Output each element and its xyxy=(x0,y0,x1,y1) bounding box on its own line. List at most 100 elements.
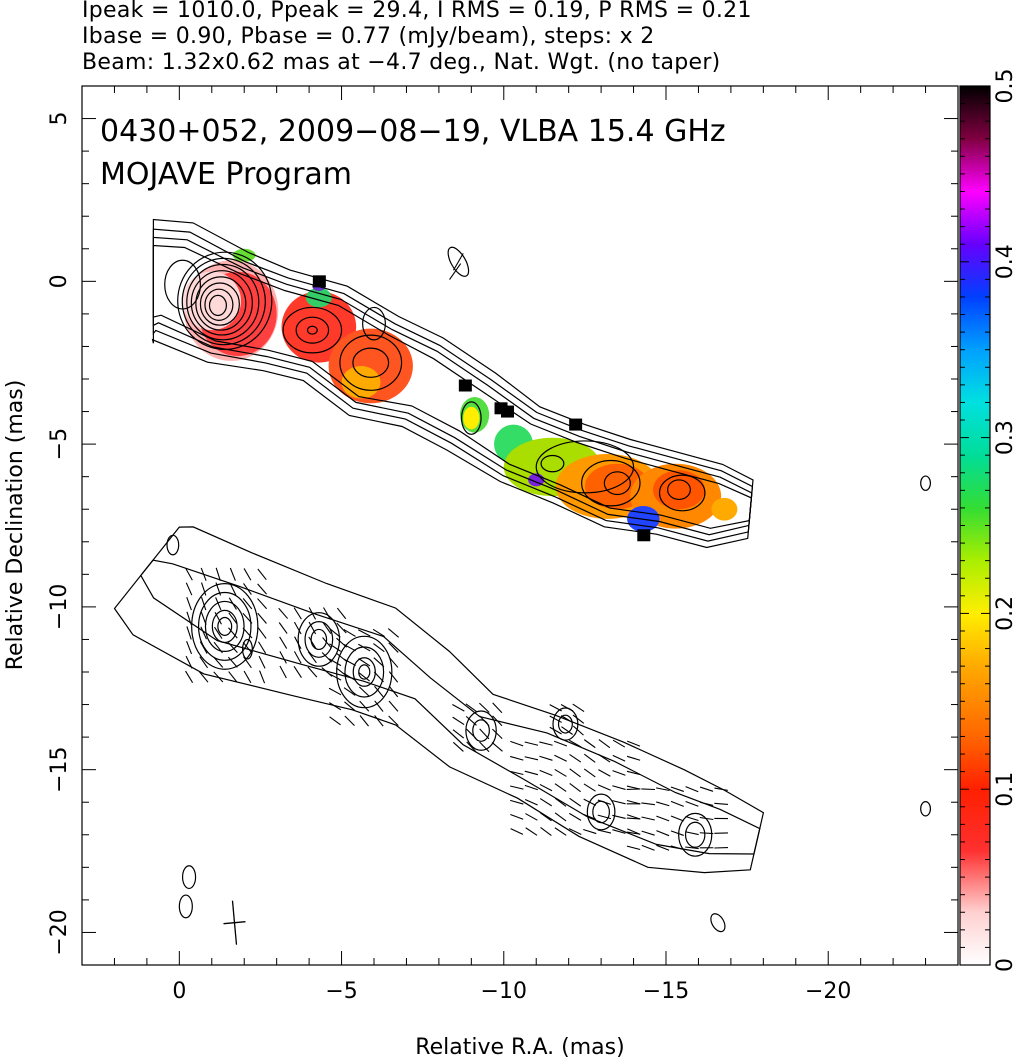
evpa-stick xyxy=(336,607,347,620)
knot-contour xyxy=(339,334,403,391)
evpa-stick xyxy=(213,641,223,654)
evpa-stick xyxy=(229,582,237,596)
evpa-stick xyxy=(597,814,612,820)
evpa-stick xyxy=(685,786,699,793)
evpa-stick xyxy=(572,714,585,724)
evpa-stick xyxy=(321,652,333,663)
evpa-stick xyxy=(540,812,552,822)
evpa-stick xyxy=(328,687,342,696)
evpa-stick xyxy=(278,607,289,619)
polarized-contour xyxy=(113,526,765,874)
evpa-stick xyxy=(388,685,399,698)
evpa-stick xyxy=(699,816,714,821)
evpa-stick xyxy=(549,704,562,712)
header-line-2: Ibase = 0.90, Pbase = 0.77 (mJy/beam), s… xyxy=(82,24,655,49)
knot-contour xyxy=(535,440,635,494)
evpa-stick xyxy=(242,627,253,639)
evpa-stick xyxy=(343,658,356,666)
evpa-stick xyxy=(612,770,626,776)
evpa-stick xyxy=(656,801,670,807)
evpa-stick xyxy=(200,626,207,640)
evpa-stick xyxy=(449,263,462,280)
evpa-stick xyxy=(597,829,612,834)
evpa-stick xyxy=(492,715,503,727)
knot-contour xyxy=(306,325,318,335)
evpa-stick xyxy=(656,815,670,822)
evpa-stick xyxy=(358,686,370,697)
y-tick-label: −5 xyxy=(47,428,72,460)
evpa-stick xyxy=(510,755,524,761)
core-contour xyxy=(190,270,253,336)
x-tick-label: 0 xyxy=(172,979,186,1004)
knot-contour xyxy=(461,401,482,435)
evpa-stick xyxy=(293,621,302,635)
evpa-stick xyxy=(569,797,582,807)
evpa-stick xyxy=(359,715,369,727)
evpa-stick xyxy=(670,786,684,792)
polarization-patch xyxy=(711,497,738,521)
evpa-stick xyxy=(510,828,524,835)
evpa-stick xyxy=(670,845,685,851)
evpa-stick xyxy=(308,636,317,649)
knot-contour xyxy=(352,347,390,378)
core-contour xyxy=(181,257,266,346)
evpa-stick xyxy=(373,643,385,653)
x-tick-labels: 0 −5 −10 −15 −20 xyxy=(172,979,851,1004)
evpa-stick xyxy=(465,715,477,726)
evpa-stick xyxy=(201,596,207,611)
evpa-stick xyxy=(185,670,194,684)
noise-contour xyxy=(447,246,470,277)
evpa-stick xyxy=(372,628,385,638)
evpa-stick xyxy=(328,702,342,711)
evpa-stick xyxy=(699,832,714,835)
evpa-stick xyxy=(343,628,356,637)
evpa-stick xyxy=(612,800,626,805)
y-tick-labels: 5 0 −5 −10 −15 −20 xyxy=(47,112,72,956)
colorbar-tick-label: 0.1 xyxy=(993,772,1018,807)
evpa-stick xyxy=(185,655,193,669)
evpa-stick xyxy=(242,641,253,654)
evpa-stick xyxy=(583,739,596,749)
evpa-stick xyxy=(569,812,582,821)
evpa-stick xyxy=(641,830,655,836)
evpa-stick xyxy=(598,754,611,763)
knot-contour xyxy=(667,479,691,501)
evpa-stick xyxy=(553,740,568,747)
evpa-stick xyxy=(539,769,553,776)
evpa-stick xyxy=(466,728,477,740)
evpa-stick xyxy=(685,800,699,807)
evpa-stick xyxy=(336,637,348,648)
evpa-stick xyxy=(227,656,238,668)
polarized-knot-contour xyxy=(217,616,233,636)
evpa-stick xyxy=(479,715,490,727)
evpa-stick xyxy=(278,622,288,634)
evpa-stick xyxy=(510,814,524,820)
evpa-stick xyxy=(227,642,238,654)
evpa-stick xyxy=(561,726,573,735)
colorbar-tick-label: 0.4 xyxy=(993,244,1018,279)
evpa-stick xyxy=(539,755,553,761)
evpa-stick xyxy=(357,629,371,637)
evpa-stick xyxy=(388,642,399,653)
evpa-stick xyxy=(554,754,567,762)
evpa-stick xyxy=(699,786,714,792)
evpa-stick xyxy=(612,754,626,762)
polarized-contour xyxy=(140,559,761,855)
evpa-stick xyxy=(329,716,341,726)
evpa-stick xyxy=(243,656,252,669)
evpa-stick xyxy=(185,582,193,596)
evpa-stick xyxy=(583,753,596,763)
evpa-stick xyxy=(293,651,302,664)
intensity-contour xyxy=(152,228,754,542)
evpa-stick xyxy=(524,741,539,746)
evpa-stick xyxy=(583,828,597,835)
evpa-stick xyxy=(572,703,585,713)
evpa-stick xyxy=(569,783,581,793)
polarized-knot-contour xyxy=(304,621,334,658)
evpa-stick xyxy=(569,768,581,778)
evpa-stick xyxy=(279,651,287,664)
evpa-stick xyxy=(655,787,670,792)
evpa-stick xyxy=(670,830,684,836)
evpa-stick xyxy=(597,784,611,791)
evpa-stick xyxy=(452,729,465,739)
